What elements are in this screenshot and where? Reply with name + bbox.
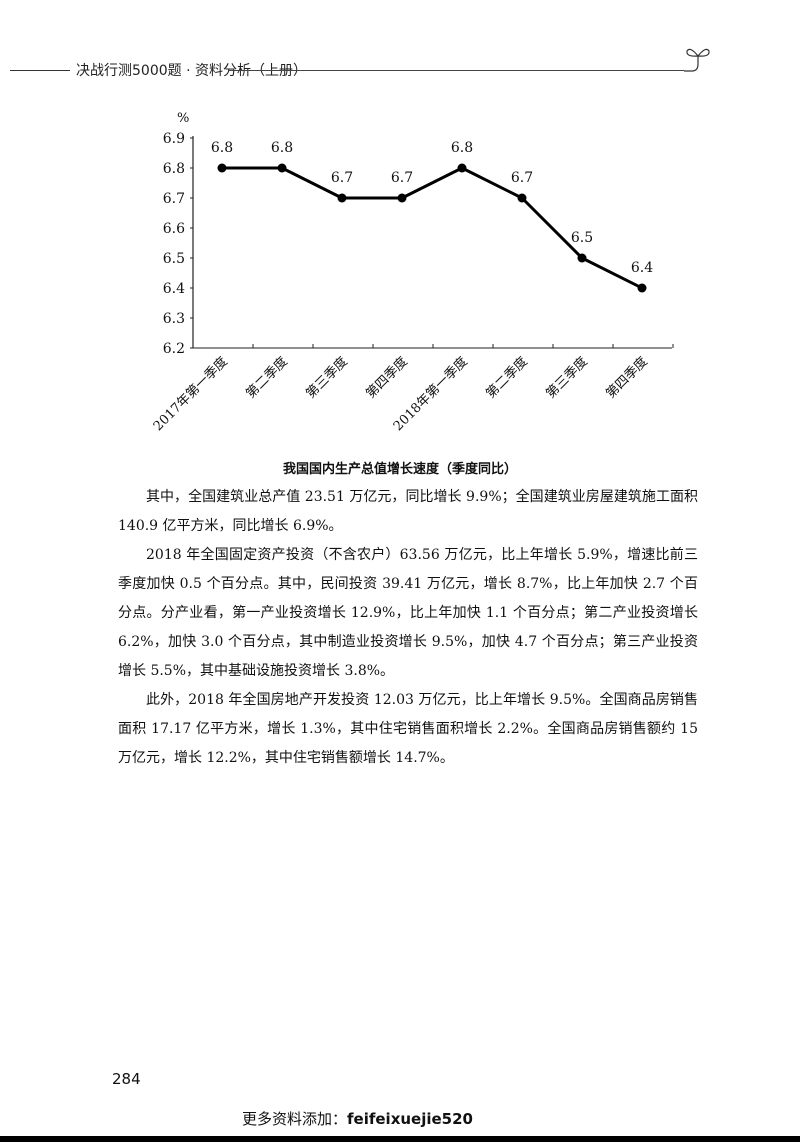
svg-text:第三季度: 第三季度 <box>543 354 591 402</box>
svg-text:6.4: 6.4 <box>163 281 185 297</box>
svg-text:6.7: 6.7 <box>511 170 533 186</box>
book-title: 决战行测5000题 · 资料分析（上册） <box>76 63 307 79</box>
svg-text:第三季度: 第三季度 <box>303 354 351 402</box>
gdp-growth-line-chart: %6.26.36.46.56.66.76.86.9 6.8 6.86.7 6.76.… <box>150 111 674 435</box>
bottom-bar <box>0 1136 800 1142</box>
svg-text:6.2: 6.2 <box>163 341 185 357</box>
svg-text:6.6: 6.6 <box>163 221 185 237</box>
paragraph: 此外，2018 年全国房地产开发投资 12.03 万亿元，比上年增长 9.5%。… <box>118 692 698 766</box>
svg-text:第四季度: 第四季度 <box>363 354 411 402</box>
svg-text:第二季度: 第二季度 <box>243 354 291 402</box>
chart-caption: 我国国内生产总值增长速度（季度同比） <box>282 462 517 477</box>
sprout-icon <box>684 48 710 72</box>
svg-text:6.3: 6.3 <box>163 311 185 327</box>
svg-text:第二季度: 第二季度 <box>483 354 531 402</box>
running-header: 决战行测5000题 · 资料分析（上册） <box>0 48 800 82</box>
svg-text:6.7: 6.7 <box>163 191 185 207</box>
svg-text:%: % <box>177 111 189 126</box>
svg-text:第四季度: 第四季度 <box>603 354 651 402</box>
footer-contact-id: feifeixuejie520 <box>347 1110 473 1128</box>
chart-data-labels: 6.8 6.8 6.7 6.7 6.8 6.7 6.5 6.4 <box>211 140 653 276</box>
page-number: 284 <box>112 1070 141 1088</box>
svg-text:2017年第一季度: 2017年第一季度 <box>150 354 231 435</box>
body-text: 其中，全国建筑业总产值 23.51 万亿元，同比增长 9.9%；全国建筑业房屋建… <box>118 483 698 773</box>
chart-series <box>217 163 647 293</box>
svg-text:6.8: 6.8 <box>451 140 473 156</box>
paragraph: 其中，全国建筑业总产值 23.51 万亿元，同比增长 9.9%；全国建筑业房屋建… <box>118 489 698 534</box>
paragraph: 2018 年全国固定资产投资（不含农户）63.56 万亿元，比上年增长 5.9%… <box>118 547 698 679</box>
footer-prefix: 更多资料添加： <box>242 1110 348 1128</box>
svg-text:6.8: 6.8 <box>271 140 293 156</box>
svg-text:6.5: 6.5 <box>571 230 593 246</box>
svg-text:6.4: 6.4 <box>631 260 653 276</box>
header-rule-right <box>228 70 684 71</box>
chart-axes: % 6.2 6.3 6.4 6.5 6.6 6.7 6.8 6.9 <box>163 111 674 357</box>
svg-text:6.9: 6.9 <box>163 131 185 147</box>
svg-text:6.7: 6.7 <box>391 170 413 186</box>
header-rule-left <box>10 70 70 71</box>
svg-text:6.7: 6.7 <box>331 170 353 186</box>
svg-text:6.5: 6.5 <box>163 251 185 267</box>
svg-text:6.8: 6.8 <box>211 140 233 156</box>
footer-note: 更多资料添加：feifeixuejie520 <box>242 1108 473 1129</box>
svg-text:6.8: 6.8 <box>163 161 185 177</box>
